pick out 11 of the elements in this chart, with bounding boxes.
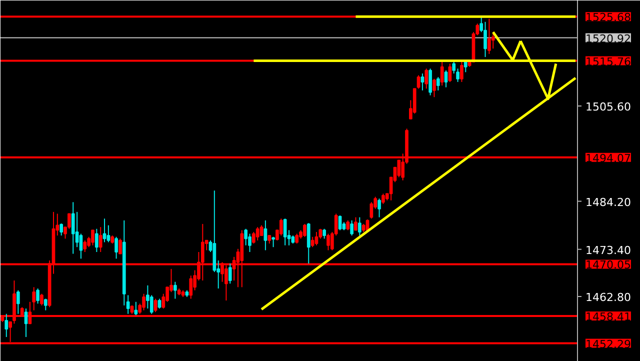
ref-line-label: 1520.92 xyxy=(586,32,631,46)
y-tick-label: 1473.40 xyxy=(586,244,631,257)
ref-line-label: 1494.07 xyxy=(586,152,631,165)
y-tick-label: 1484.20 xyxy=(586,196,631,209)
y-tick-label: 1505.60 xyxy=(586,100,631,114)
ref-line-label: 1470.05 xyxy=(586,258,631,272)
ref-line-label: 1452.29 xyxy=(586,338,631,351)
ref-line-label: 1525.68 xyxy=(586,11,631,24)
ref-line-label: 1458.41 xyxy=(586,310,631,324)
y-tick-label: 1462.80 xyxy=(586,291,631,304)
ref-line-label: 1515.76 xyxy=(586,55,631,68)
